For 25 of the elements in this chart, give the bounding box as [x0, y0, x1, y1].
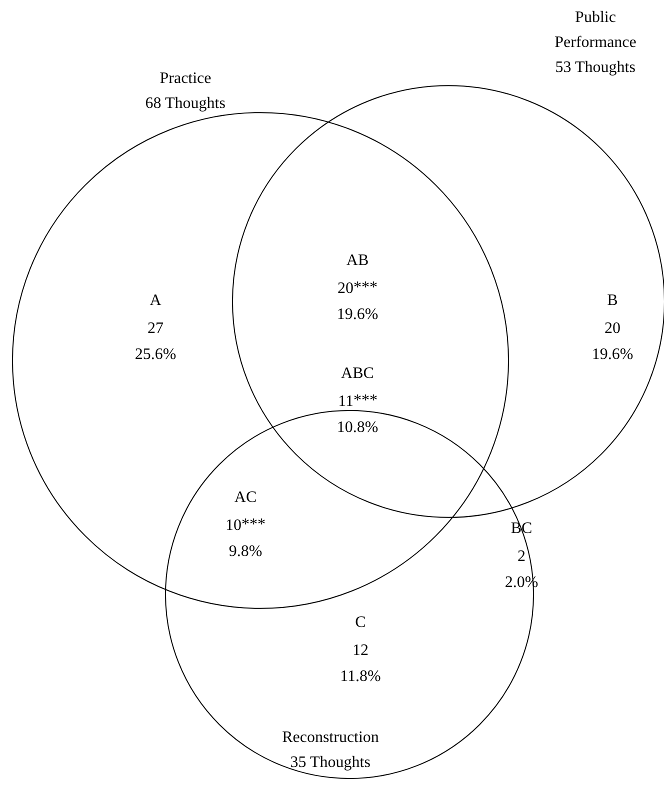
text: 19.6% [336, 306, 378, 323]
category-label: AB [346, 252, 369, 269]
category-label: AC [234, 489, 257, 506]
data-label: 20 [338, 280, 354, 297]
data-label: 2 [518, 548, 526, 565]
data-label: 11 [338, 393, 354, 410]
text: 25.6% [134, 346, 176, 363]
category-label: ABC [341, 365, 374, 382]
text: *** [354, 279, 378, 296]
text: Reconstruction 35 Thoughts [282, 729, 379, 771]
category-label: A [150, 292, 162, 309]
text: 10.8% [336, 419, 378, 436]
data-label: 12 [352, 642, 368, 659]
category-label: B [607, 292, 618, 309]
text: 9.8% [228, 543, 262, 560]
text: 19.6% [592, 346, 634, 363]
text: Public Performance 53 Thoughts [554, 9, 636, 76]
text: *** [242, 516, 266, 533]
data-label: 27 [148, 320, 164, 337]
data-label: 20 [604, 320, 620, 337]
category-label: C [355, 614, 366, 631]
text: Practice 68 Thoughts [145, 70, 226, 112]
text: 11.8% [340, 668, 381, 685]
text: *** [354, 392, 378, 409]
data-label: 10 [226, 517, 242, 534]
